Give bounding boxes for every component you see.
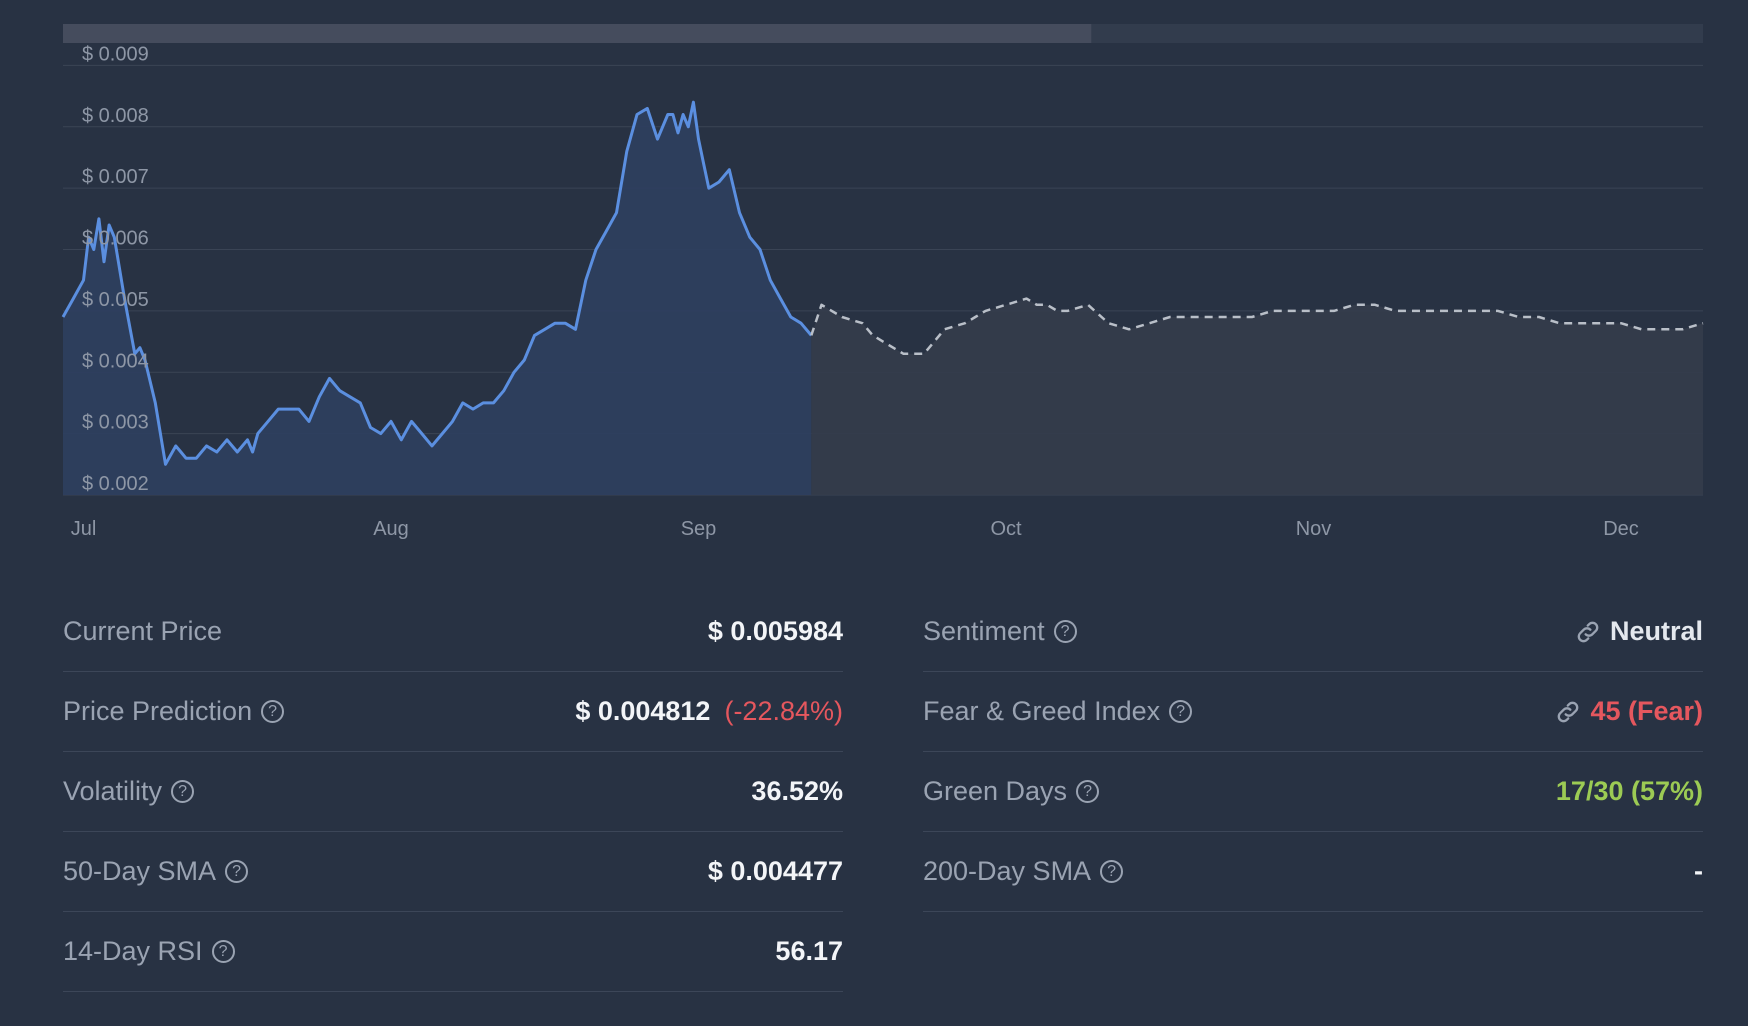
actual-price-line bbox=[61, 100, 813, 466]
y-tick-label: $ 0.002 bbox=[82, 473, 149, 495]
stat-row-current-price: Current Price $ 0.005984 bbox=[63, 592, 843, 672]
stat-row-50-day-sma: 50-Day SMA ? $ 0.004477 bbox=[63, 832, 843, 912]
rsi-14-value: 56.17 bbox=[775, 936, 843, 966]
stat-label: Fear & Greed Index bbox=[923, 696, 1161, 726]
stat-row-green-days: Green Days ? 17/30 (57%) bbox=[923, 752, 1703, 832]
stat-label: 50-Day SMA bbox=[63, 856, 217, 886]
y-tick-label: $ 0.008 bbox=[82, 105, 149, 127]
stat-label: Volatility bbox=[63, 776, 163, 806]
stat-label-wrap: 50-Day SMA ? bbox=[63, 856, 249, 887]
y-tick-label: $ 0.006 bbox=[82, 228, 149, 250]
help-icon[interactable]: ? bbox=[171, 780, 195, 803]
x-tick-label: Dec bbox=[1603, 518, 1639, 540]
green-days-value: 17/30 (57%) bbox=[1555, 776, 1703, 806]
stat-label-wrap: 200-Day SMA ? bbox=[923, 856, 1124, 887]
sma-50-value: $ 0.004477 bbox=[707, 856, 843, 886]
help-icon[interactable]: ? bbox=[1100, 860, 1124, 883]
sma-200-value: - bbox=[1694, 856, 1703, 886]
help-icon[interactable]: ? bbox=[225, 860, 249, 883]
scrollbar-thumb[interactable] bbox=[63, 24, 1092, 43]
x-tick-label: Nov bbox=[1296, 518, 1332, 540]
help-icon[interactable]: ? bbox=[211, 940, 235, 963]
forecast-area bbox=[811, 298, 1703, 495]
help-icon[interactable]: ? bbox=[261, 700, 285, 723]
x-tick-label: Jul bbox=[71, 518, 97, 540]
actual-area bbox=[63, 102, 812, 495]
x-tick-label: Oct bbox=[990, 518, 1022, 540]
stat-label: Sentiment bbox=[923, 616, 1045, 646]
stat-label-wrap: Volatility ? bbox=[63, 776, 195, 807]
stat-label: 14-Day RSI bbox=[63, 936, 203, 966]
stat-label: Current Price bbox=[63, 616, 223, 646]
price-prediction-value-wrap: $ 0.004812 (-22.84%) bbox=[575, 696, 843, 727]
y-tick-label: $ 0.003 bbox=[82, 412, 149, 434]
y-tick-label: $ 0.004 bbox=[82, 350, 149, 372]
link-icon bbox=[1554, 698, 1582, 726]
stat-row-price-prediction: Price Prediction ? $ 0.004812 (-22.84%) bbox=[63, 672, 843, 752]
x-tick-label: Aug bbox=[373, 518, 409, 540]
y-tick-label: $ 0.007 bbox=[82, 166, 149, 188]
price-chart: $ 0.009 $ 0.008 $ 0.007 $ 0.006 $ 0.005 $ 0.0… bbox=[61, 24, 1704, 540]
stat-row-14-day-rsi: 14-Day RSI ? 56.17 bbox=[63, 912, 843, 992]
stat-row-volatility: Volatility ? 36.52% bbox=[63, 752, 843, 832]
stat-row-fear-greed: Fear & Greed Index ? 45 (Fear) bbox=[923, 672, 1703, 752]
help-icon[interactable]: ? bbox=[1053, 620, 1077, 643]
stat-label-wrap: 14-Day RSI ? bbox=[63, 936, 235, 967]
forecast-price-line bbox=[810, 297, 1704, 356]
current-price-value: $ 0.005984 bbox=[707, 616, 843, 646]
link-icon bbox=[1574, 618, 1602, 646]
stat-row-200-day-sma: 200-Day SMA ? - bbox=[923, 832, 1703, 912]
stat-label: 200-Day SMA bbox=[923, 856, 1092, 886]
sentiment-value: Neutral bbox=[1609, 616, 1703, 646]
help-icon[interactable]: ? bbox=[1169, 700, 1193, 723]
stat-label: Green Days bbox=[923, 776, 1068, 806]
stat-label: Price Prediction bbox=[63, 696, 253, 726]
price-prediction-value: $ 0.004812 bbox=[575, 696, 711, 726]
fear-greed-value-wrap[interactable]: 45 (Fear) bbox=[1554, 696, 1703, 727]
stat-label-wrap: Fear & Greed Index ? bbox=[923, 696, 1193, 727]
stat-label-wrap: Green Days ? bbox=[923, 776, 1100, 807]
fear-greed-value: 45 (Fear) bbox=[1590, 696, 1703, 726]
stats-right: Sentiment ? Neutral Fear & Greed Index ?… bbox=[923, 592, 1703, 912]
x-tick-label: Sep bbox=[681, 518, 717, 540]
sentiment-value-wrap[interactable]: Neutral bbox=[1574, 616, 1703, 647]
stat-row-sentiment: Sentiment ? Neutral bbox=[923, 592, 1703, 672]
stats-left: Current Price $ 0.005984 Price Predictio… bbox=[63, 592, 843, 992]
volatility-value: 36.52% bbox=[751, 776, 843, 806]
help-icon[interactable]: ? bbox=[1076, 780, 1100, 803]
y-tick-label: $ 0.009 bbox=[82, 43, 149, 65]
stat-label-wrap: Price Prediction ? bbox=[63, 696, 285, 727]
y-tick-label: $ 0.005 bbox=[82, 289, 149, 311]
price-prediction-change: (-22.84%) bbox=[724, 696, 843, 726]
stat-label-wrap: Sentiment ? bbox=[923, 616, 1077, 647]
